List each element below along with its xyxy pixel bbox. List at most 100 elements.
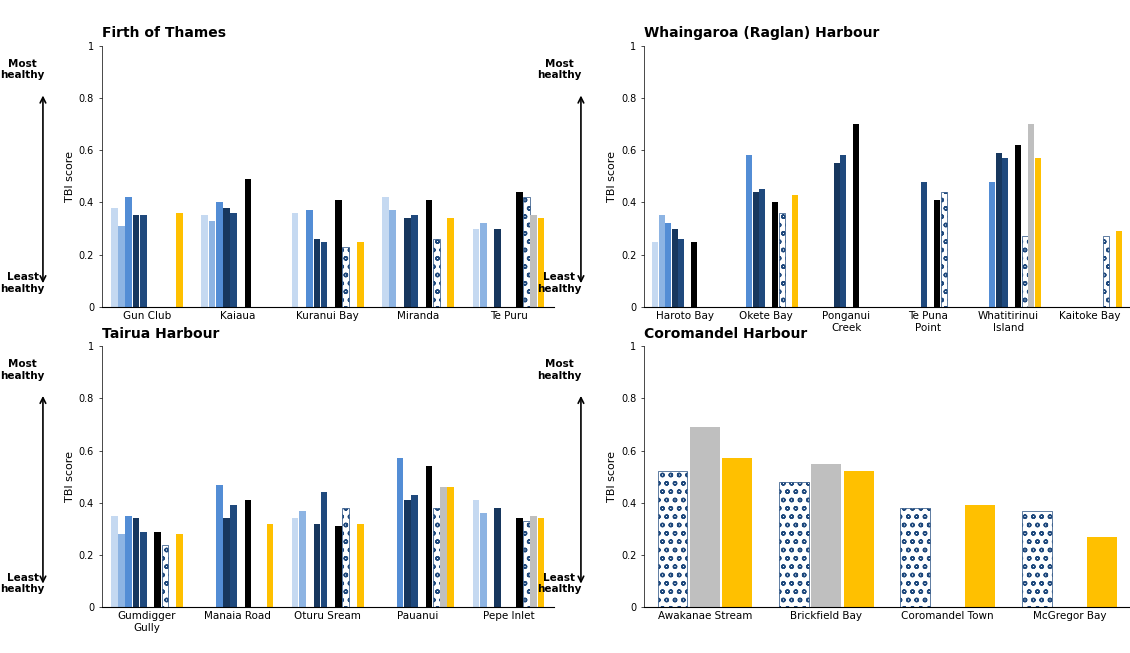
- Bar: [342, 247, 349, 307]
- Bar: [1103, 236, 1109, 307]
- Y-axis label: TBI score: TBI score: [607, 451, 617, 502]
- Bar: [834, 163, 840, 307]
- Bar: [841, 155, 846, 307]
- Bar: [411, 215, 418, 307]
- Bar: [321, 242, 328, 307]
- Y-axis label: TBI score: TBI score: [64, 151, 75, 202]
- Bar: [201, 215, 208, 307]
- Bar: [659, 215, 664, 307]
- Bar: [313, 239, 320, 307]
- Bar: [132, 215, 139, 307]
- Bar: [299, 511, 306, 607]
- Bar: [753, 192, 759, 307]
- Bar: [779, 482, 809, 607]
- Bar: [119, 226, 125, 307]
- Bar: [901, 508, 930, 607]
- Bar: [216, 202, 223, 307]
- Bar: [447, 487, 454, 607]
- Bar: [119, 534, 125, 607]
- Text: Whaingaroa (Raglan) Harbour: Whaingaroa (Raglan) Harbour: [644, 26, 879, 40]
- Bar: [321, 492, 328, 607]
- Bar: [772, 202, 779, 307]
- Bar: [722, 458, 753, 607]
- Bar: [965, 505, 996, 607]
- Bar: [342, 508, 349, 607]
- Bar: [176, 534, 183, 607]
- Bar: [231, 213, 237, 307]
- Bar: [792, 195, 798, 307]
- Y-axis label: TBI score: TBI score: [607, 151, 617, 202]
- Bar: [111, 208, 118, 307]
- Text: Coromandel Harbour: Coromandel Harbour: [644, 326, 807, 341]
- Bar: [176, 213, 183, 307]
- Bar: [523, 521, 530, 607]
- Bar: [472, 229, 479, 307]
- Bar: [382, 197, 389, 307]
- Bar: [209, 221, 216, 307]
- Bar: [426, 466, 433, 607]
- Bar: [666, 223, 671, 307]
- Bar: [1002, 158, 1008, 307]
- Bar: [853, 124, 859, 307]
- Bar: [397, 458, 403, 607]
- Bar: [447, 218, 454, 307]
- Bar: [111, 516, 118, 607]
- Bar: [530, 215, 537, 307]
- Bar: [538, 518, 545, 607]
- Bar: [935, 200, 940, 307]
- Bar: [779, 213, 784, 307]
- Text: Most
healthy: Most healthy: [0, 59, 45, 80]
- Bar: [672, 229, 678, 307]
- Legend: 2012, 2013, 2014, 2015, 2016, 2017, 2018, 2019, 2020, 2021: 2012, 2013, 2014, 2015, 2016, 2017, 2018…: [105, 364, 550, 374]
- Bar: [292, 213, 298, 307]
- Text: Most
healthy: Most healthy: [537, 59, 581, 80]
- Text: Tairua Harbour: Tairua Harbour: [102, 326, 219, 341]
- Bar: [433, 239, 440, 307]
- Bar: [1022, 511, 1052, 607]
- Bar: [747, 155, 753, 307]
- Bar: [245, 179, 252, 307]
- Bar: [433, 508, 440, 607]
- Bar: [516, 192, 523, 307]
- Bar: [658, 471, 687, 607]
- Bar: [357, 242, 364, 307]
- Legend: 2012, 2013, 2014, 2015, 2016, 2017, 2018, 2019, 2020, 2021: 2012, 2013, 2014, 2015, 2016, 2017, 2018…: [664, 364, 1110, 374]
- Bar: [996, 153, 1002, 307]
- Bar: [523, 197, 530, 307]
- Bar: [480, 513, 487, 607]
- Bar: [267, 524, 273, 607]
- Text: Least
healthy: Least healthy: [0, 272, 45, 294]
- Bar: [480, 223, 487, 307]
- Bar: [516, 518, 523, 607]
- Bar: [292, 518, 298, 607]
- Bar: [155, 532, 162, 607]
- Bar: [403, 500, 410, 607]
- Bar: [1015, 145, 1022, 307]
- Bar: [844, 471, 873, 607]
- Bar: [140, 532, 147, 607]
- Bar: [759, 189, 765, 307]
- Bar: [494, 508, 501, 607]
- Bar: [921, 182, 928, 307]
- Bar: [411, 495, 418, 607]
- Bar: [811, 464, 841, 607]
- Bar: [403, 218, 410, 307]
- Text: Least
healthy: Least healthy: [537, 573, 581, 594]
- Bar: [990, 182, 996, 307]
- Bar: [440, 487, 446, 607]
- Bar: [690, 427, 720, 607]
- Bar: [132, 518, 139, 607]
- Bar: [941, 192, 947, 307]
- Bar: [652, 242, 659, 307]
- Bar: [223, 518, 229, 607]
- Text: Most
healthy: Most healthy: [0, 359, 45, 381]
- Bar: [162, 545, 168, 607]
- Bar: [245, 500, 252, 607]
- Bar: [1115, 231, 1122, 307]
- Bar: [357, 524, 364, 607]
- Bar: [306, 210, 313, 307]
- Bar: [336, 200, 342, 307]
- Bar: [472, 500, 479, 607]
- Bar: [313, 524, 320, 607]
- Text: Least
healthy: Least healthy: [0, 573, 45, 594]
